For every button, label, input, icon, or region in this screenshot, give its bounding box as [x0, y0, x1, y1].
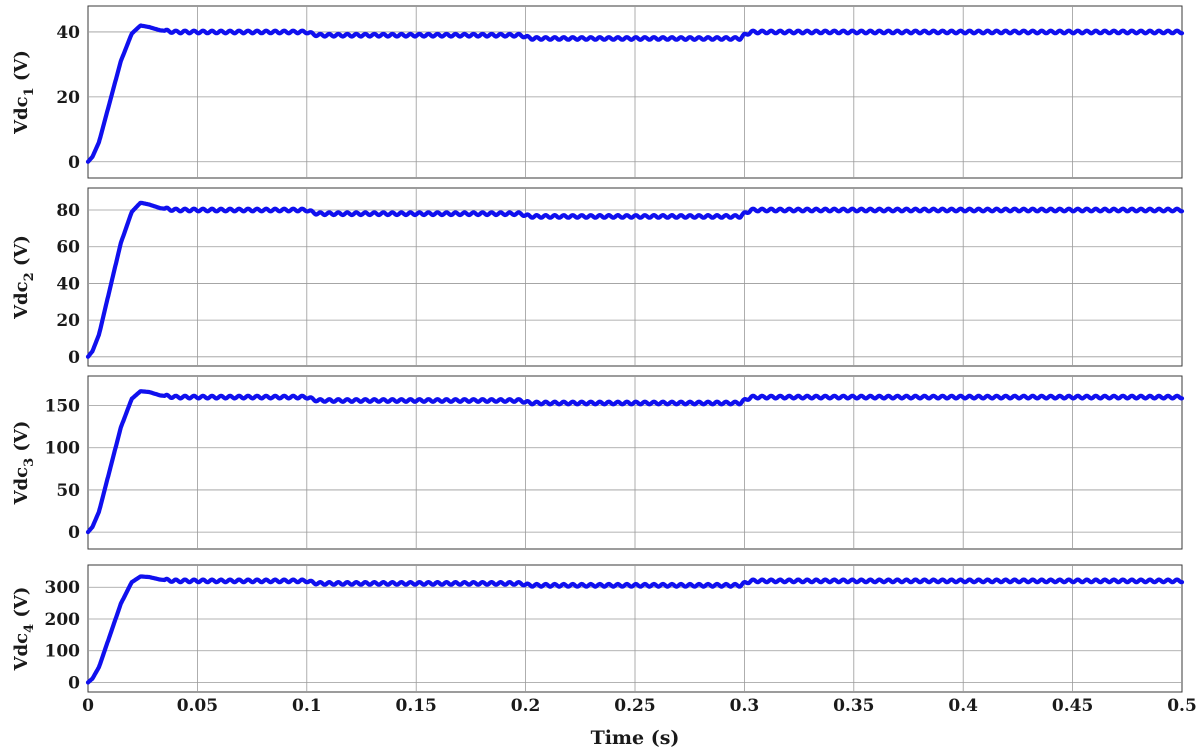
x-axis: 0 0.05 0.1 0.15 0.2 0.25 0.3 0.35 0.4 0.45 0.5 Time… — [82, 696, 1197, 749]
y-tick-label: 300 — [45, 578, 81, 598]
y-axis-label: Vdc3 (V) — [11, 421, 37, 506]
y-tick-label: 40 — [56, 274, 80, 294]
subplot-3: 0 50 100 150 Vdc3 (V) — [11, 375, 1185, 550]
y-tick-label: 0 — [68, 523, 80, 543]
y-axis-label-unit: (V) — [11, 235, 32, 272]
y-axis-label: Vdc4 (V) — [11, 587, 37, 672]
x-tick-label: 0.1 — [292, 696, 322, 716]
x-tick-label: 0.3 — [730, 696, 760, 716]
y-tick-label: 150 — [45, 397, 81, 417]
x-tick-label: 0.05 — [177, 696, 218, 716]
x-tick-label: 0 — [82, 696, 94, 716]
subplot-1: 0 20 40 Vdc1 (V) — [11, 5, 1185, 179]
y-tick-label: 40 — [56, 23, 80, 43]
y-tick-label: 100 — [45, 439, 81, 459]
x-tick-label: 0.35 — [833, 696, 874, 716]
y-axis-label-base: Vdc — [11, 633, 32, 672]
y-axis-label-subscript: 4 — [22, 624, 37, 633]
y-tick-label: 0 — [68, 348, 80, 368]
y-tick-label: 20 — [56, 311, 80, 331]
series-line-1 — [85, 23, 1185, 164]
y-tick-label: 20 — [56, 88, 80, 108]
y-tick-label: 50 — [56, 481, 80, 501]
y-axis-label-subscript: 1 — [22, 87, 37, 96]
y-axis-label: Vdc1 (V) — [11, 50, 37, 135]
y-tick-label: 100 — [45, 642, 81, 662]
x-axis-label: Time (s) — [591, 727, 680, 749]
y-axis-label-base: Vdc — [11, 96, 32, 135]
y-axis-label-unit: (V) — [11, 421, 32, 458]
y-axis-label-base: Vdc — [11, 281, 32, 320]
y-tick-label: 0 — [68, 673, 80, 693]
y-axis-label-unit: (V) — [11, 587, 32, 624]
y-tick-label: 80 — [56, 201, 80, 221]
x-tick-label: 0.4 — [948, 696, 978, 716]
y-axis-label-subscript: 2 — [22, 272, 37, 281]
series-line-2 — [85, 200, 1185, 359]
x-tick-label: 0.2 — [511, 696, 541, 716]
y-axis-label-subscript: 3 — [22, 458, 37, 467]
series-line-4 — [85, 574, 1185, 685]
series-line-3 — [85, 389, 1185, 535]
subplot-2: 0 20 40 60 80 Vdc2 (V) — [11, 187, 1185, 368]
subplot-4: 0 100 200 300 Vdc4 (V) — [11, 564, 1185, 693]
y-tick-label: 60 — [56, 238, 80, 258]
y-axis-label-base: Vdc — [11, 467, 32, 506]
x-tick-label: 0.15 — [395, 696, 436, 716]
x-tick-label: 0.5 — [1167, 696, 1197, 716]
x-tick-label: 0.45 — [1052, 696, 1093, 716]
x-tick-label: 0.25 — [614, 696, 655, 716]
y-tick-label: 0 — [68, 153, 80, 173]
y-axis-label-unit: (V) — [11, 50, 32, 87]
y-tick-label: 200 — [45, 610, 81, 630]
y-axis-label: Vdc2 (V) — [11, 235, 37, 320]
